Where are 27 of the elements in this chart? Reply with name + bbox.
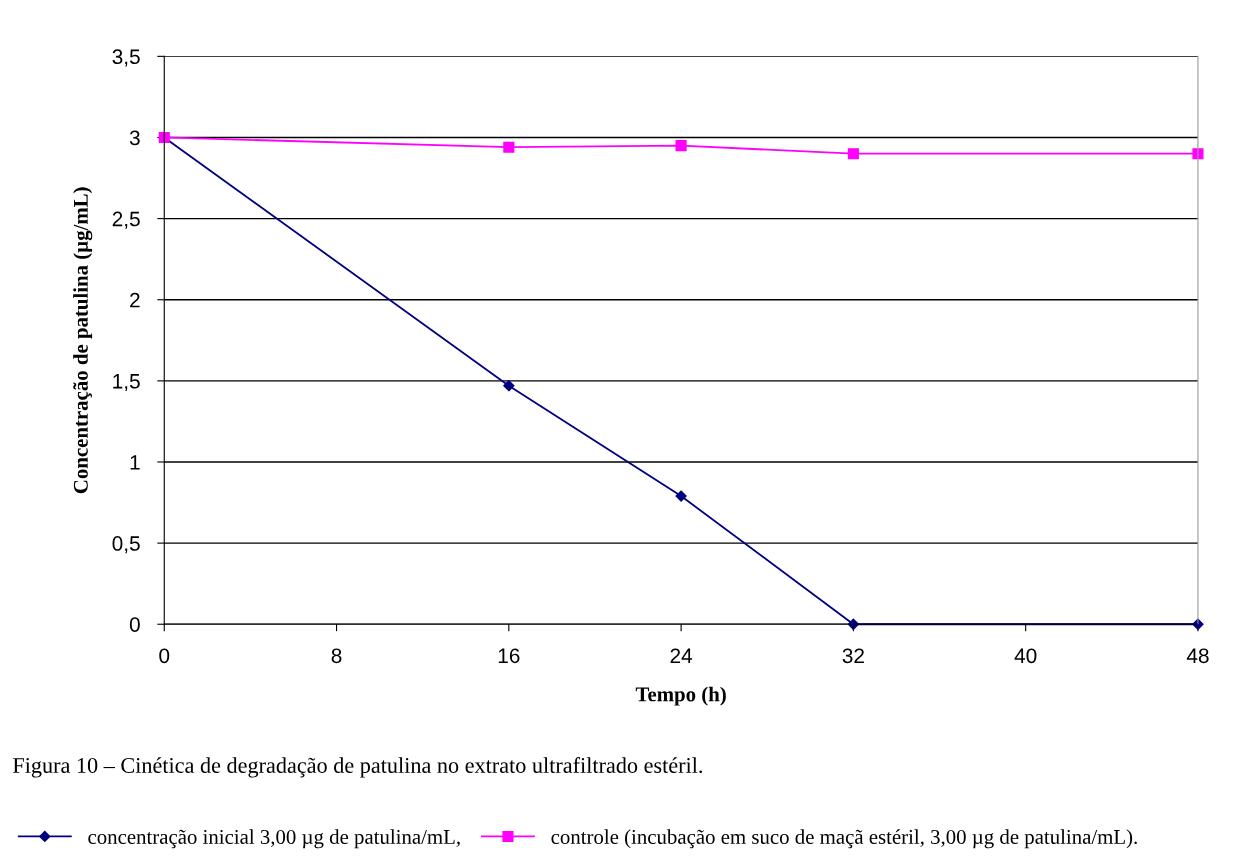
x-tick-label: 24: [670, 648, 693, 663]
x-tick-label: 40: [1014, 648, 1037, 664]
x-tick-label: 16: [498, 648, 520, 664]
point: [1192, 148, 1204, 160]
x-tick-label: 32: [842, 648, 864, 664]
point: [675, 490, 687, 502]
point: [847, 618, 859, 630]
y-tick-label: 1: [130, 455, 140, 470]
point: [675, 140, 687, 152]
y-axis-title: Concentração de patulina (µg/mL): [73, 187, 93, 494]
y-tick-label: 0,5: [112, 536, 140, 554]
point: [847, 148, 859, 160]
x-tick-label: 8: [331, 648, 342, 664]
x-axis-title: Tempo (h): [635, 686, 726, 706]
point: [503, 380, 515, 392]
legend-label: controle (incubação em suco de maçã estéril, 3,00 µg de patulina/mL).: [551, 829, 1137, 849]
y-tick-label: 3: [129, 130, 140, 146]
y-tick-label: 3,5: [112, 49, 140, 67]
text: Figura 10 – Cinética de degradação de patulina no extrato ultrafiltrado estéril.: [12, 757, 702, 778]
y-tick-label: 0: [129, 617, 140, 632]
y-tick-label: 2,5: [112, 211, 140, 229]
y-tick-label: 1,5: [113, 374, 140, 392]
legend-label: concentração inicial 3,00 µg de patulina/mL,: [88, 829, 460, 849]
y-tick-label: 2: [130, 292, 140, 308]
x-tick-label: 48: [1186, 648, 1209, 664]
x-tick-label: 0: [159, 648, 170, 664]
point: [503, 141, 515, 153]
